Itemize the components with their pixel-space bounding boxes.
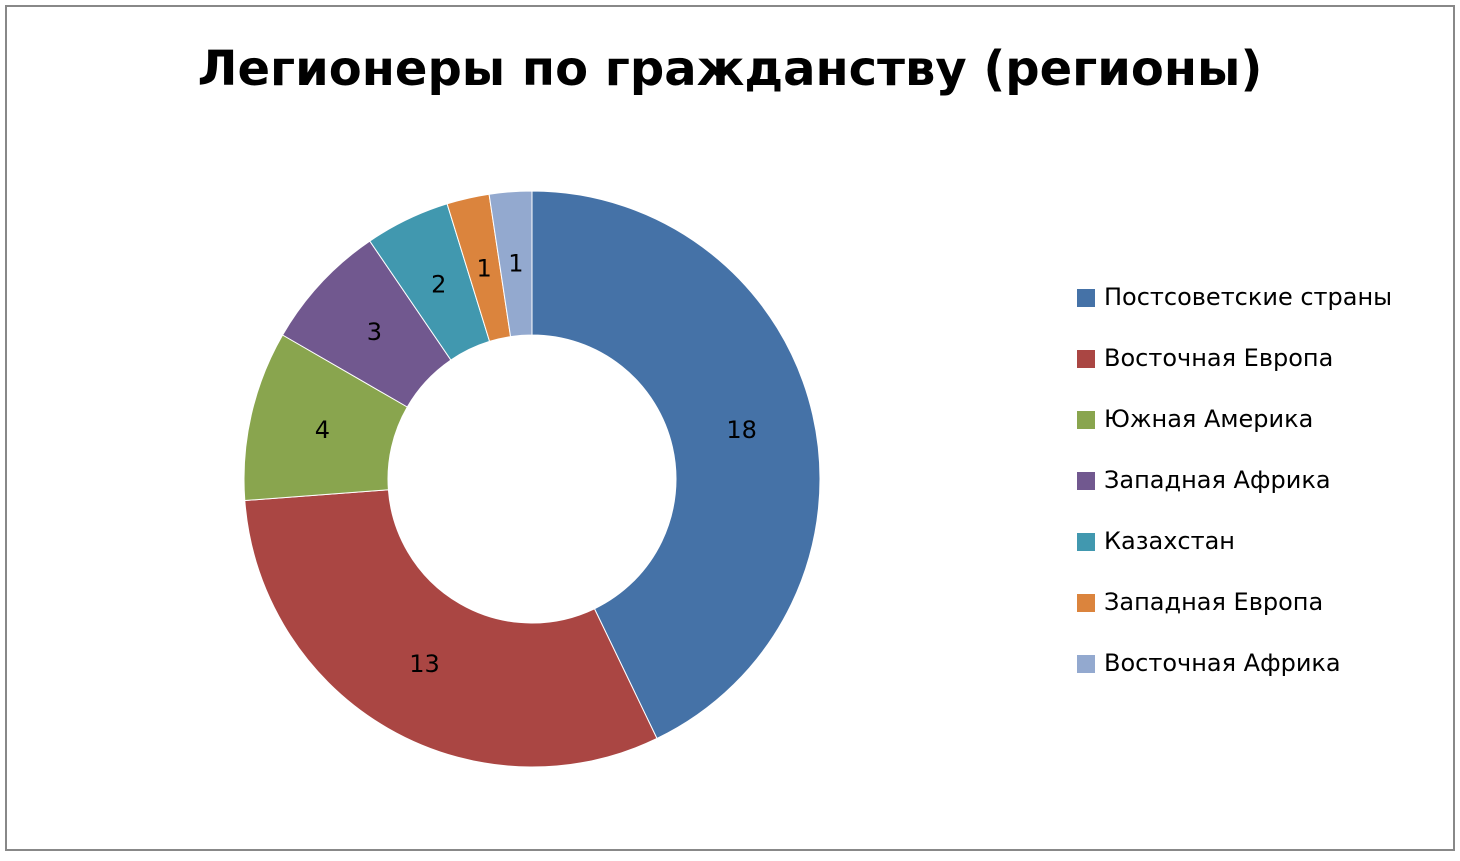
legend-swatch: [1077, 533, 1095, 551]
donut-segment: [531, 190, 821, 740]
legend-label: Восточная Африка: [1104, 649, 1341, 677]
data-label: 2: [431, 270, 446, 298]
legend-swatch: [1077, 411, 1095, 429]
legend-label: Восточная Европа: [1104, 344, 1333, 372]
legend-swatch: [1077, 350, 1095, 368]
legend-label: Южная Америка: [1104, 405, 1313, 433]
data-label: 13: [409, 650, 440, 678]
data-label: 1: [508, 250, 523, 278]
legend-swatch: [1077, 472, 1095, 490]
legend-swatch: [1077, 289, 1095, 307]
donut-segment: [244, 489, 658, 768]
donut-segment: [488, 190, 533, 338]
legend-swatch: [1077, 655, 1095, 673]
data-label: 18: [726, 416, 757, 444]
data-label: 1: [477, 254, 492, 282]
legend-swatch: [1077, 594, 1095, 612]
legend-label: Западная Африка: [1104, 466, 1331, 494]
data-label: 3: [367, 318, 382, 346]
legend-label: Западная Европа: [1104, 588, 1323, 616]
legend-label: Постсоветские страны: [1104, 283, 1392, 311]
chart-title: Легионеры по гражданству (регионы): [198, 41, 1263, 97]
data-label: 4: [315, 416, 330, 444]
legend-label: Казахстан: [1104, 527, 1235, 555]
